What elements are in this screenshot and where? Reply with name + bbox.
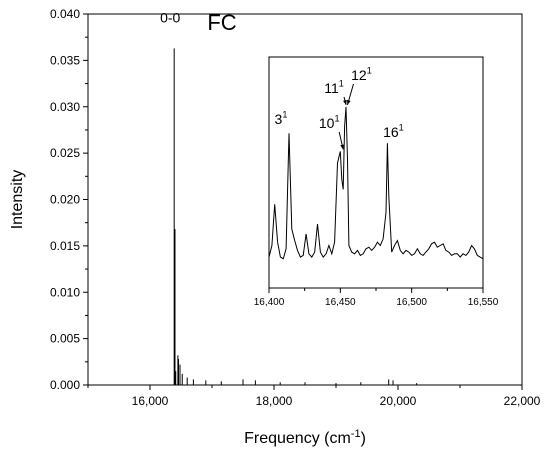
x-axis-label: Frequency (cm-1) bbox=[244, 428, 366, 447]
x-axis: 16,000 18,000 20,000 22,000 bbox=[87, 385, 541, 408]
inset-arrowhead bbox=[346, 99, 351, 105]
y-tick-label: 0.010 bbox=[50, 285, 80, 299]
inset-arrowhead bbox=[343, 99, 347, 105]
inset-peak-label: 121 bbox=[351, 66, 372, 83]
y-axis: 0.000 0.005 0.010 0.015 0.020 0.025 0.030 0.035… bbox=[50, 7, 88, 392]
x-tick-label: 16,000 bbox=[132, 394, 169, 408]
y-tick-label: 0.035 bbox=[50, 53, 80, 67]
y-tick-label: 0.030 bbox=[50, 100, 80, 114]
inset-frame bbox=[268, 56, 484, 289]
peak-label-0-0: 0-0 bbox=[160, 10, 180, 26]
chart-title: FC bbox=[207, 10, 236, 35]
x-tick-label: 18,000 bbox=[256, 394, 293, 408]
inset-peak-label: 111 bbox=[324, 79, 344, 96]
y-tick-label: 0.000 bbox=[50, 378, 80, 392]
y-tick-label: 0.025 bbox=[50, 146, 80, 160]
inset-plot: 16,400 16,450 16,500 16,550 31 101 111 121 161 bbox=[254, 56, 499, 308]
inset-peak-label: 101 bbox=[319, 114, 340, 131]
y-tick-label: 0.020 bbox=[50, 193, 80, 207]
y-tick-label: 0.040 bbox=[50, 7, 80, 21]
inset-peak-label: 161 bbox=[383, 123, 404, 140]
inset-x-tick-label: 16,450 bbox=[325, 297, 356, 308]
inset-x-tick-label: 16,500 bbox=[396, 297, 427, 308]
inset-x-tick-label: 16,550 bbox=[468, 297, 499, 308]
inset-arrowhead bbox=[340, 144, 345, 150]
x-tick-label: 22,000 bbox=[504, 394, 541, 408]
inset-x-tick-label: 16,400 bbox=[254, 297, 285, 308]
y-tick-label: 0.005 bbox=[50, 332, 80, 346]
inset-series-line bbox=[268, 106, 484, 260]
y-tick-label: 0.015 bbox=[50, 239, 80, 253]
inset-peak-label: 31 bbox=[275, 110, 288, 127]
y-axis-label: Intensity bbox=[9, 170, 26, 230]
series-main bbox=[173, 48, 423, 386]
x-tick-label: 20,000 bbox=[380, 394, 417, 408]
